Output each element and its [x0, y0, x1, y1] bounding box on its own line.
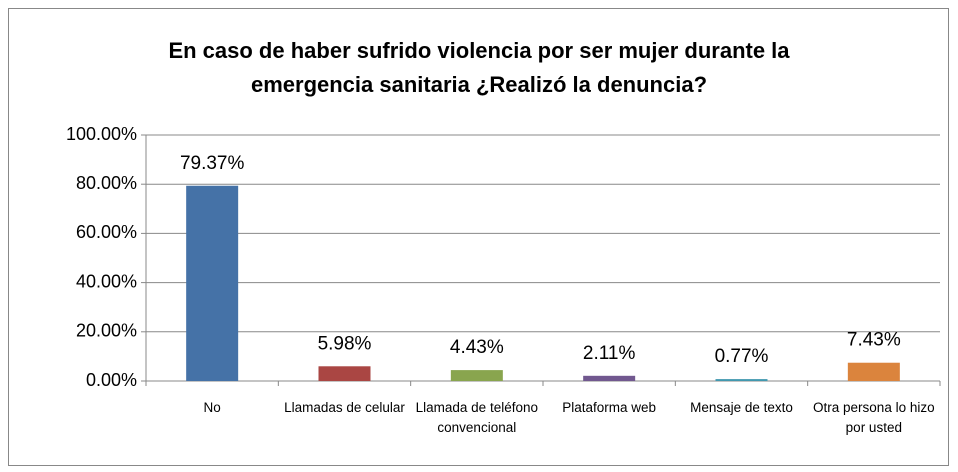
bar — [186, 185, 239, 381]
chart-title: En caso de haber sufrido violencia por s… — [168, 38, 790, 97]
y-tick-label: 60.00% — [76, 222, 137, 242]
data-label: 79.37% — [180, 153, 245, 174]
bar — [450, 370, 503, 381]
y-tick-label: 20.00% — [76, 321, 137, 341]
x-tick-label: Otra persona lo hizo por usted — [813, 400, 935, 435]
x-tick-label: Llamada de teléfono convencional — [415, 400, 538, 435]
data-label: 2.11% — [583, 343, 636, 364]
y-tick-label: 100.00% — [66, 124, 137, 144]
x-tick-label: Plataforma web — [562, 400, 657, 415]
bar — [715, 379, 768, 381]
bar — [847, 362, 900, 381]
y-tick-label: 40.00% — [76, 271, 137, 291]
data-label: 0.77% — [715, 346, 769, 367]
x-tick-label: Mensaje de texto — [690, 400, 793, 415]
x-tick-label: No — [203, 400, 221, 415]
y-tick-label: 80.00% — [76, 173, 137, 193]
chart-border — [8, 8, 949, 466]
bar — [318, 366, 371, 381]
data-label: 7.43% — [847, 330, 901, 351]
bar — [583, 375, 636, 381]
y-tick-label: 0.00% — [86, 370, 137, 390]
data-label: 5.98% — [318, 333, 372, 354]
data-label: 4.43% — [450, 337, 504, 358]
x-tick-label: Llamadas de celular — [284, 400, 405, 415]
